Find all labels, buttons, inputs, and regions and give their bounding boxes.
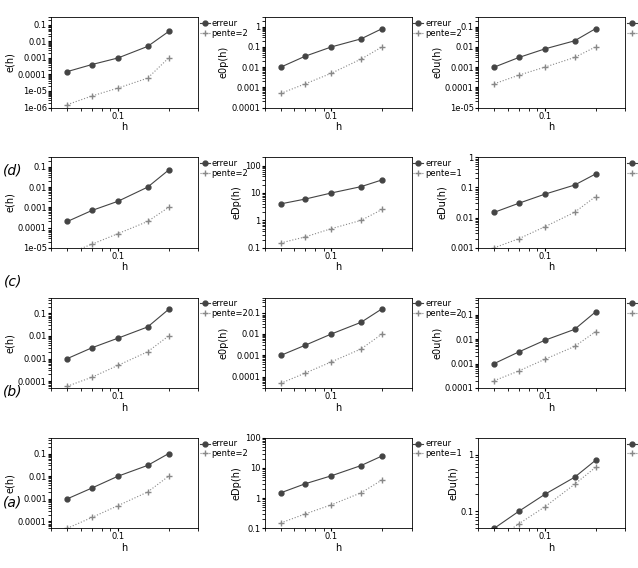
Y-axis label: e(h): e(h) [5, 52, 15, 72]
Text: (a): (a) [3, 496, 22, 509]
Y-axis label: e0u(h): e0u(h) [432, 46, 442, 78]
Text: (b): (b) [3, 385, 22, 399]
Y-axis label: e0p(h): e0p(h) [219, 327, 228, 359]
Y-axis label: eDu(h): eDu(h) [448, 466, 458, 500]
X-axis label: h: h [549, 262, 555, 272]
Legend: erreur, pente=1: erreur, pente=1 [625, 438, 638, 460]
Legend: erreur, pente=2: erreur, pente=2 [198, 438, 250, 460]
Legend: erreur, pente=1: erreur, pente=1 [412, 157, 463, 179]
Y-axis label: e0u(h): e0u(h) [432, 327, 442, 359]
Y-axis label: eDp(h): eDp(h) [232, 466, 242, 500]
X-axis label: h: h [549, 122, 555, 132]
Y-axis label: e0p(h): e0p(h) [219, 46, 228, 78]
X-axis label: h: h [121, 262, 128, 272]
Legend: erreur, pente=2: erreur, pente=2 [198, 157, 250, 179]
X-axis label: h: h [121, 122, 128, 132]
Legend: erreur, pente=2: erreur, pente=2 [412, 298, 463, 320]
Y-axis label: e(h): e(h) [5, 473, 15, 493]
X-axis label: h: h [549, 403, 555, 412]
Legend: erreur, pente=2: erreur, pente=2 [412, 17, 463, 39]
X-axis label: h: h [121, 403, 128, 412]
Legend: erreur, pente=1: erreur, pente=1 [625, 157, 638, 179]
Y-axis label: e(h): e(h) [5, 333, 15, 353]
Legend: erreur, pente=1.5: erreur, pente=1.5 [625, 298, 638, 320]
Y-axis label: eDu(h): eDu(h) [438, 186, 447, 219]
X-axis label: h: h [121, 543, 128, 553]
Legend: erreur, pente=1.5: erreur, pente=1.5 [625, 17, 638, 39]
X-axis label: h: h [335, 543, 341, 553]
Text: (d): (d) [3, 164, 22, 177]
X-axis label: h: h [335, 122, 341, 132]
Legend: erreur, pente=1: erreur, pente=1 [412, 438, 463, 460]
X-axis label: h: h [549, 543, 555, 553]
Text: (c): (c) [4, 274, 22, 288]
Legend: erreur, pente=2: erreur, pente=2 [198, 298, 250, 320]
Legend: erreur, pente=2: erreur, pente=2 [198, 17, 250, 39]
Y-axis label: e(h): e(h) [5, 193, 15, 212]
X-axis label: h: h [335, 262, 341, 272]
X-axis label: h: h [335, 403, 341, 412]
Y-axis label: eDp(h): eDp(h) [232, 186, 242, 219]
